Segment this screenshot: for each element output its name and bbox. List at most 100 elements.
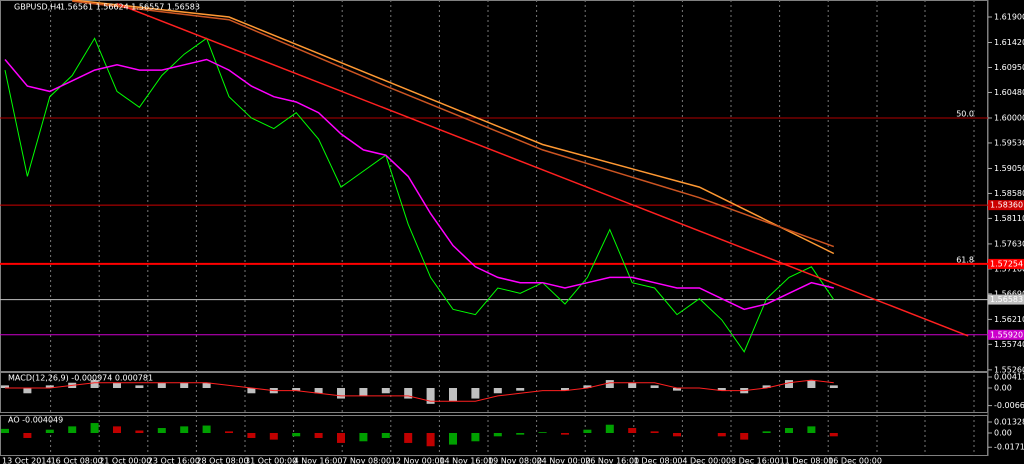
y-tick-label: 0.00 — [994, 428, 1012, 437]
ao-bar — [785, 428, 793, 433]
x-tick-label: 16 Dec 00:00 — [828, 457, 882, 464]
x-tick-label: 24 Nov 00:00 — [537, 457, 591, 464]
ao-bar — [359, 432, 368, 442]
x-tick-label: 7 Nov 08:00 — [342, 457, 391, 464]
y-tick-label: 0.004172 — [994, 373, 1024, 382]
macd-bar — [90, 380, 99, 389]
y-tick-label: 1.58580 — [994, 189, 1024, 198]
quote: 1.56561 1.56624 1.56557 1.56583 — [60, 3, 200, 12]
price-box — [988, 200, 1024, 211]
macd-signal — [5, 379, 834, 402]
ao-bar — [628, 428, 637, 433]
macd-bar — [314, 388, 323, 394]
ao-bar — [247, 432, 256, 438]
ao-bar — [113, 426, 121, 433]
macd-bar — [650, 385, 659, 389]
x-tick-label: 1 Dec 08:00 — [634, 457, 683, 464]
indicator-line — [72, 0, 835, 255]
x-tick-label: 16 Oct 08:00 — [51, 457, 103, 464]
y-tick-label: -0.006677 — [994, 401, 1024, 410]
y-tick-label: 0.013287 — [994, 417, 1024, 426]
price-box-label: 1.55920 — [990, 330, 1023, 339]
y-tick-label: -0.017171 — [994, 443, 1024, 452]
ao-bar — [314, 432, 323, 438]
macd-bar — [202, 382, 211, 389]
y-tick-label: 1.55740 — [994, 340, 1024, 349]
ao-title: AO -0.004049 — [8, 416, 63, 425]
macd-bar — [426, 388, 435, 404]
x-tick-label: 31 Oct 00:00 — [245, 457, 297, 464]
macd-bar — [180, 382, 189, 389]
ao-bar — [135, 430, 144, 433]
macd-bar — [561, 388, 569, 391]
ao-bar — [180, 426, 189, 433]
macd-bar — [292, 388, 301, 391]
x-tick-label: 23 Oct 16:00 — [148, 457, 200, 464]
macd-bar — [247, 388, 256, 394]
x-tick-label: 4 Nov 16:00 — [294, 457, 343, 464]
macd-bar — [471, 388, 480, 399]
macd-bar — [762, 385, 771, 389]
x-tick-label: 12 Nov 00:00 — [391, 457, 445, 464]
ao-bar — [225, 431, 233, 433]
ao-bar — [516, 432, 525, 435]
macd-bar — [157, 382, 166, 389]
y-tick-label: 1.56690 — [994, 289, 1024, 298]
ao-bar — [45, 429, 54, 433]
price-box — [988, 294, 1024, 305]
y-tick-label: 1.56210 — [994, 315, 1024, 324]
macd-bar — [404, 388, 413, 399]
macd-bar — [45, 385, 54, 389]
indicator-line — [72, 0, 835, 248]
ao-bar — [23, 432, 32, 438]
ao-bar — [605, 424, 614, 433]
ao-bar — [449, 432, 457, 445]
y-tick-label: 1.59050 — [994, 164, 1024, 173]
y-tick-label: 1.60000 — [994, 113, 1024, 122]
y-tick-label: 1.61900 — [994, 13, 1024, 22]
ao-bar — [583, 429, 592, 433]
macd-bar — [785, 380, 793, 389]
macd-bar — [359, 388, 368, 396]
ao-bar — [673, 432, 681, 437]
y-tick-label: 1.60950 — [994, 63, 1024, 72]
ao-bar — [1, 428, 9, 433]
x-tick-label: 14 Nov 16:00 — [439, 457, 493, 464]
chart-title: GBPUSD,H4 — [14, 3, 61, 12]
x-tick-label: 8 Dec 16:00 — [731, 457, 780, 464]
macd-bar — [381, 388, 390, 394]
macd-title: MACD(12,26,9) -0.000974 0.000781 — [8, 374, 153, 383]
ao-bar — [717, 432, 726, 437]
ao-bar — [538, 432, 547, 433]
ao-bar — [381, 432, 390, 438]
ao-bar — [829, 432, 838, 437]
y-tick-label: 1.58110 — [994, 214, 1024, 223]
macd-bar — [628, 382, 637, 389]
ao-bar — [292, 432, 301, 437]
macd-bar — [673, 388, 681, 391]
price-box — [988, 258, 1024, 269]
macd-bar — [516, 388, 525, 391]
macd-bar — [583, 385, 592, 389]
price-box-label: 1.58360 — [990, 201, 1023, 210]
ao-bar — [202, 425, 211, 433]
y-tick-label: 1.60480 — [994, 88, 1024, 97]
x-tick-label: 26 Nov 16:00 — [585, 457, 639, 464]
ao-bar — [561, 432, 569, 435]
price-box — [988, 329, 1024, 340]
ao-bar — [404, 432, 413, 443]
y-tick-label: 1.57630 — [994, 239, 1024, 248]
ao-bar — [68, 426, 77, 433]
ao-bar — [471, 432, 480, 442]
price-line — [4, 37, 835, 353]
ao-bar — [807, 426, 816, 433]
x-tick-label: 21 Oct 00:00 — [99, 457, 151, 464]
macd-bar — [113, 382, 121, 389]
ao-bar — [650, 431, 659, 433]
ao-bar — [762, 431, 771, 433]
x-tick-label: 4 Dec 00:00 — [682, 457, 731, 464]
price-box-label: 1.56583 — [990, 295, 1023, 304]
macd-bar — [135, 385, 144, 389]
